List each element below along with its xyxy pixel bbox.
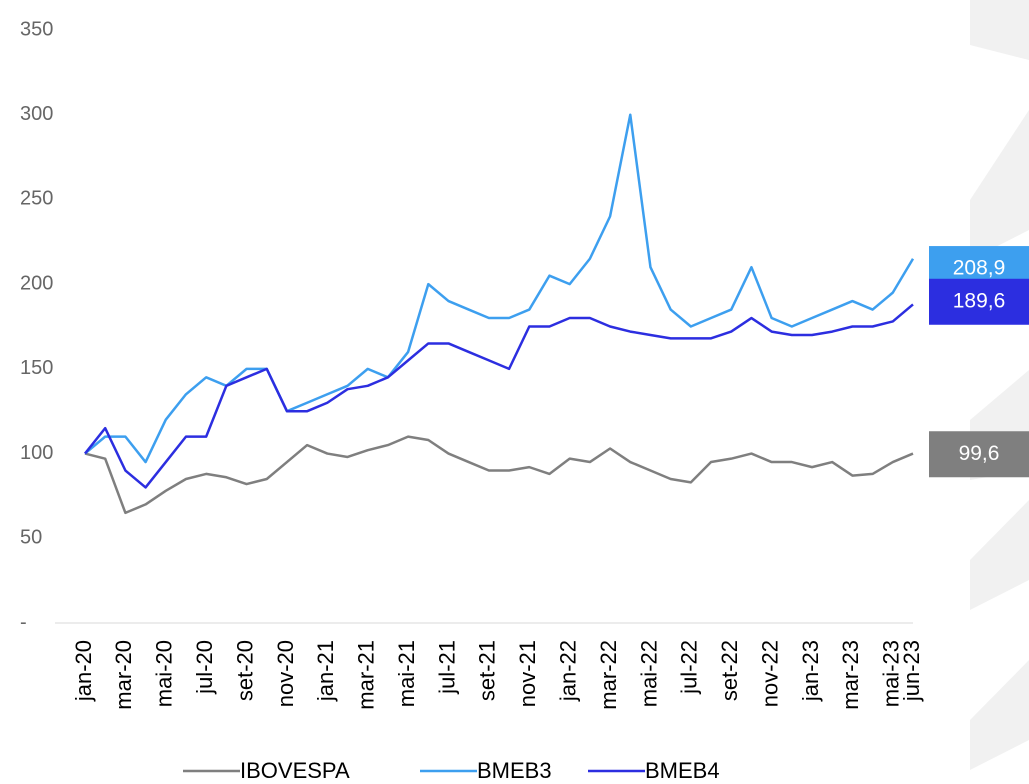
end-label: 99,6 <box>959 442 1000 465</box>
x-tick-label: jan-21 <box>313 640 338 702</box>
x-tick-label: set-20 <box>232 640 257 701</box>
end-label: 189,6 <box>953 289 1006 312</box>
x-tick-label: set-21 <box>475 640 500 701</box>
x-tick-label: mai-20 <box>152 640 177 707</box>
y-tick-label: 300 <box>20 103 53 125</box>
x-tick-label: mai-21 <box>394 640 419 707</box>
legend-label: BMEB4 <box>645 758 720 783</box>
line <box>84 303 914 489</box>
x-tick-label: mar-22 <box>596 640 621 710</box>
x-tick-label: jul-20 <box>192 640 217 695</box>
x-tick-label: mar-21 <box>354 640 379 710</box>
stripe <box>970 660 1029 770</box>
decoration <box>970 0 1029 770</box>
legend-label: BMEB3 <box>477 758 552 783</box>
y-tick-label: - <box>20 611 27 633</box>
stripe <box>970 0 1029 60</box>
x-tick-label: nov-20 <box>273 640 298 707</box>
x-tick-label: jan-23 <box>798 640 823 702</box>
y-tick-label: 350 <box>20 18 53 40</box>
x-tick-label: set-22 <box>717 640 742 701</box>
x-tick-label: jul-21 <box>434 640 459 695</box>
stripe <box>970 500 1029 610</box>
y-tick-label: 100 <box>20 442 53 464</box>
x-tick-label: nov-22 <box>757 640 782 707</box>
end-label: 208,9 <box>953 257 1006 280</box>
legend-label: IBOVESPA <box>240 758 350 783</box>
line <box>84 113 915 464</box>
x-tick-label: mai-23 <box>879 640 904 707</box>
x-tick-label: mar-23 <box>838 640 863 710</box>
y-tick-label: 50 <box>20 527 42 549</box>
line <box>84 435 914 515</box>
y-tick-label: 200 <box>20 272 53 294</box>
x-tick-label: mar-20 <box>111 640 136 710</box>
y-tick-label: 150 <box>20 357 53 379</box>
end-label-box <box>929 431 1029 478</box>
end-label-box <box>929 278 1029 325</box>
x-tick-label: jun-23 <box>899 640 924 702</box>
x-tick-label: nov-21 <box>515 640 540 707</box>
x-tick-label: mai-22 <box>636 640 661 707</box>
y-tick-label: 250 <box>20 188 53 210</box>
x-tick-label: jul-22 <box>677 640 702 695</box>
x-tick-label: jan-20 <box>71 640 96 702</box>
stripe <box>970 110 1029 260</box>
x-tick-label: jan-22 <box>555 640 580 702</box>
